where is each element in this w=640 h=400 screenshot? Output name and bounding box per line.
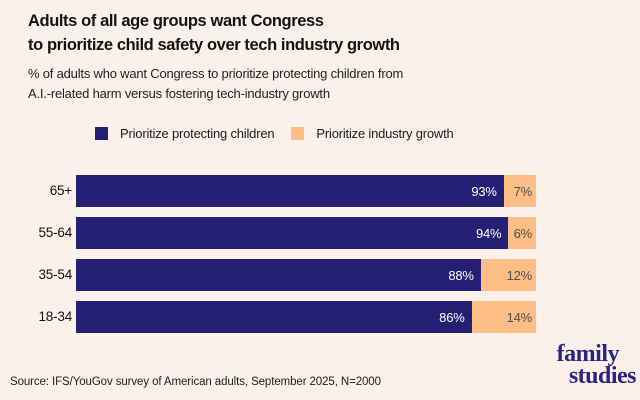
logo-line-2: studies xyxy=(568,363,637,389)
logo-line-1: family xyxy=(556,341,620,367)
category-label: 65+ xyxy=(49,183,73,198)
bar-track: 94% 6% xyxy=(76,217,536,249)
category-label: 55-64 xyxy=(38,225,72,240)
bar-segment-secondary: 6% xyxy=(508,217,536,249)
bar-segment-secondary: 12% xyxy=(480,259,536,291)
bar-track: 86% 14% xyxy=(76,301,536,333)
chart-title-line-1: Adults of all age groups want Congress xyxy=(28,12,324,30)
bar-value-primary: 86% xyxy=(439,309,465,325)
bar-track: 88% 12% xyxy=(76,259,536,291)
bar-value-secondary: 7% xyxy=(513,183,533,199)
bar-row-18-34: 18-34 86% 14% xyxy=(0,301,536,333)
bar-row-35-54: 35-54 88% 12% xyxy=(0,259,536,291)
bar-value-primary: 88% xyxy=(448,267,474,283)
legend-label-primary: Prioritize protecting children xyxy=(120,126,275,141)
legend-item-protecting-children: Prioritize protecting children xyxy=(95,126,275,141)
bar-value-secondary: 12% xyxy=(506,267,533,283)
family-studies-logo: family studies xyxy=(556,341,637,389)
chart-legend: Prioritize protecting children Prioritiz… xyxy=(95,126,454,141)
category-label: 18-34 xyxy=(38,309,72,324)
chart-subtitle-line-1: % of adults who want Congress to priorit… xyxy=(28,66,404,81)
bar-value-primary: 93% xyxy=(471,183,497,199)
legend-swatch-primary xyxy=(95,127,108,140)
chart-title: Adults of all age groups want Congress t… xyxy=(28,9,400,57)
bar-row-55-64: 55-64 94% 6% xyxy=(0,217,536,249)
legend-swatch-secondary xyxy=(291,127,305,140)
category-label: 35-54 xyxy=(38,267,72,282)
bar-row-65-plus: 65+ 93% 7% xyxy=(0,175,536,207)
chart-title-line-2: to prioritize child safety over tech ind… xyxy=(28,36,400,54)
bar-chart: 65+ 93% 7% 55-64 94% 6% 35 xyxy=(0,175,536,343)
bar-value-primary: 94% xyxy=(475,225,502,241)
chart-subtitle-line-2: A.I.-related harm versus fostering tech-… xyxy=(28,86,330,101)
bar-segment-primary: 93% xyxy=(76,175,504,207)
bar-track: 93% 7% xyxy=(76,175,536,207)
bar-value-secondary: 6% xyxy=(513,225,533,241)
chart-subtitle: % of adults who want Congress to priorit… xyxy=(28,64,403,104)
bar-segment-primary: 94% xyxy=(76,217,509,249)
legend-label-secondary: Prioritize industry growth xyxy=(316,126,454,141)
bar-value-secondary: 14% xyxy=(506,309,533,325)
bar-segment-secondary: 14% xyxy=(471,301,536,333)
source-note: Source: IFS/YouGov survey of American ad… xyxy=(10,376,381,388)
bar-segment-primary: 88% xyxy=(76,259,481,291)
legend-item-industry-growth: Prioritize industry growth xyxy=(291,126,454,141)
bar-segment-secondary: 7% xyxy=(503,175,536,207)
bar-segment-primary: 86% xyxy=(76,301,472,333)
